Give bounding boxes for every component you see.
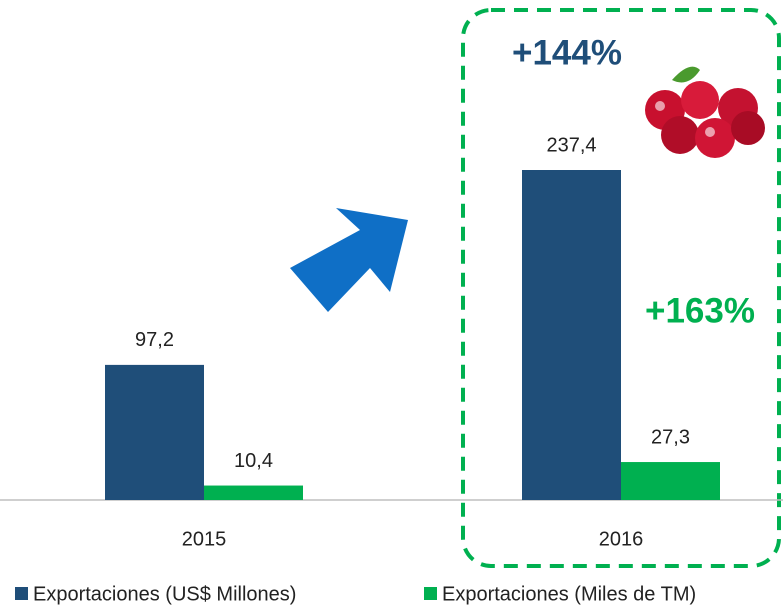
legend-swatch [15,587,28,600]
bar [105,365,204,500]
legend-label: Exportaciones (Miles de TM) [442,583,696,605]
value-label: 97,2 [135,329,174,351]
bar [621,462,720,500]
value-label: 27,3 [651,426,690,448]
value-label: 10,4 [234,450,273,472]
chart: +144% +163% 2015 97,2 10,4 2016 237,4 27,3 Exp… [0,0,783,610]
x-tick-label: 2015 [182,528,227,550]
cranberries [645,67,765,158]
legend-swatch [424,587,437,600]
bar [522,170,621,500]
annotation: +163% [645,291,755,330]
bar [204,486,303,500]
annotation: +144% [512,33,622,72]
legend-label: Exportaciones (US$ Millones) [33,583,296,605]
page: {"chart_data": {"type": "bar", "categori… [0,0,783,610]
arrow [290,208,408,312]
value-label: 237,4 [546,134,596,156]
x-tick-label: 2016 [599,528,644,550]
